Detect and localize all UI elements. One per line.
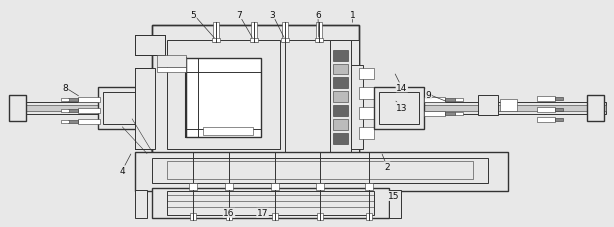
Bar bbox=[555, 109, 563, 111]
Bar bbox=[315, 39, 323, 43]
Bar bbox=[271, 183, 279, 190]
Bar bbox=[135, 36, 165, 55]
Bar bbox=[424, 111, 445, 116]
Bar bbox=[455, 99, 463, 102]
Bar bbox=[586, 96, 604, 121]
Text: 3: 3 bbox=[270, 11, 275, 20]
Bar bbox=[377, 106, 606, 111]
Bar bbox=[157, 67, 187, 72]
Bar bbox=[103, 93, 147, 124]
Bar bbox=[9, 103, 137, 114]
Text: 8: 8 bbox=[62, 84, 68, 92]
Bar bbox=[167, 191, 374, 215]
Bar bbox=[359, 108, 374, 119]
Bar bbox=[316, 23, 322, 43]
Text: 13: 13 bbox=[396, 103, 408, 112]
Bar bbox=[68, 120, 78, 123]
Bar bbox=[78, 98, 99, 103]
Bar bbox=[78, 119, 99, 124]
Bar bbox=[98, 88, 152, 129]
Bar bbox=[12, 106, 137, 111]
Bar bbox=[555, 98, 563, 101]
Bar bbox=[212, 39, 220, 43]
Text: 9: 9 bbox=[426, 90, 432, 99]
Bar bbox=[424, 98, 445, 103]
Bar bbox=[333, 51, 349, 61]
Bar bbox=[152, 159, 488, 183]
Bar bbox=[286, 41, 359, 154]
Bar bbox=[374, 103, 606, 114]
Bar bbox=[152, 26, 359, 154]
Bar bbox=[226, 213, 232, 220]
Bar bbox=[455, 113, 463, 116]
Bar bbox=[359, 88, 374, 100]
Bar bbox=[316, 183, 324, 190]
Bar bbox=[537, 108, 555, 113]
Bar bbox=[282, 23, 288, 43]
Bar bbox=[273, 213, 278, 220]
Bar bbox=[9, 96, 26, 121]
Bar bbox=[190, 183, 197, 190]
Bar bbox=[359, 68, 374, 80]
Bar bbox=[537, 117, 555, 122]
Bar bbox=[68, 99, 78, 102]
Bar bbox=[167, 41, 281, 149]
Bar bbox=[333, 133, 349, 144]
Bar bbox=[333, 78, 349, 89]
Text: 1: 1 bbox=[349, 11, 356, 20]
Bar bbox=[333, 119, 349, 130]
Bar bbox=[359, 127, 374, 139]
Bar bbox=[61, 110, 69, 113]
Bar bbox=[317, 213, 323, 220]
Text: 2: 2 bbox=[384, 162, 390, 171]
Bar bbox=[351, 65, 363, 149]
Bar bbox=[135, 152, 508, 191]
Bar bbox=[213, 23, 219, 43]
Bar bbox=[78, 109, 99, 114]
Text: 5: 5 bbox=[190, 11, 196, 20]
Bar bbox=[389, 190, 401, 218]
Bar bbox=[68, 110, 78, 113]
Bar bbox=[167, 162, 473, 179]
Bar bbox=[157, 55, 187, 67]
Bar bbox=[374, 88, 424, 129]
Bar bbox=[225, 183, 233, 190]
Bar bbox=[187, 58, 260, 137]
Bar bbox=[281, 39, 289, 43]
Bar bbox=[330, 41, 351, 154]
Text: 17: 17 bbox=[257, 208, 268, 217]
Bar bbox=[333, 106, 349, 116]
Bar bbox=[500, 100, 518, 111]
Text: 4: 4 bbox=[120, 166, 125, 175]
Bar bbox=[478, 96, 498, 116]
Bar bbox=[537, 97, 555, 102]
Bar bbox=[555, 118, 563, 121]
Bar bbox=[365, 183, 373, 190]
Bar bbox=[445, 99, 455, 102]
Bar bbox=[367, 213, 372, 220]
Bar bbox=[152, 188, 389, 218]
Bar bbox=[379, 93, 419, 124]
Bar bbox=[333, 92, 349, 103]
Text: 14: 14 bbox=[396, 84, 408, 92]
Bar bbox=[152, 26, 359, 154]
Bar bbox=[187, 58, 198, 137]
Bar bbox=[61, 99, 69, 102]
Bar bbox=[203, 127, 253, 135]
Bar bbox=[251, 23, 257, 43]
Bar bbox=[250, 39, 258, 43]
Text: 15: 15 bbox=[388, 192, 400, 201]
Text: 6: 6 bbox=[315, 11, 321, 20]
Text: 7: 7 bbox=[236, 11, 242, 20]
Bar bbox=[135, 68, 155, 149]
Bar bbox=[190, 213, 196, 220]
Text: 16: 16 bbox=[223, 208, 235, 217]
Bar bbox=[61, 120, 69, 123]
Bar bbox=[135, 190, 147, 218]
Bar bbox=[333, 64, 349, 75]
Bar bbox=[135, 36, 165, 55]
Bar bbox=[445, 113, 455, 116]
